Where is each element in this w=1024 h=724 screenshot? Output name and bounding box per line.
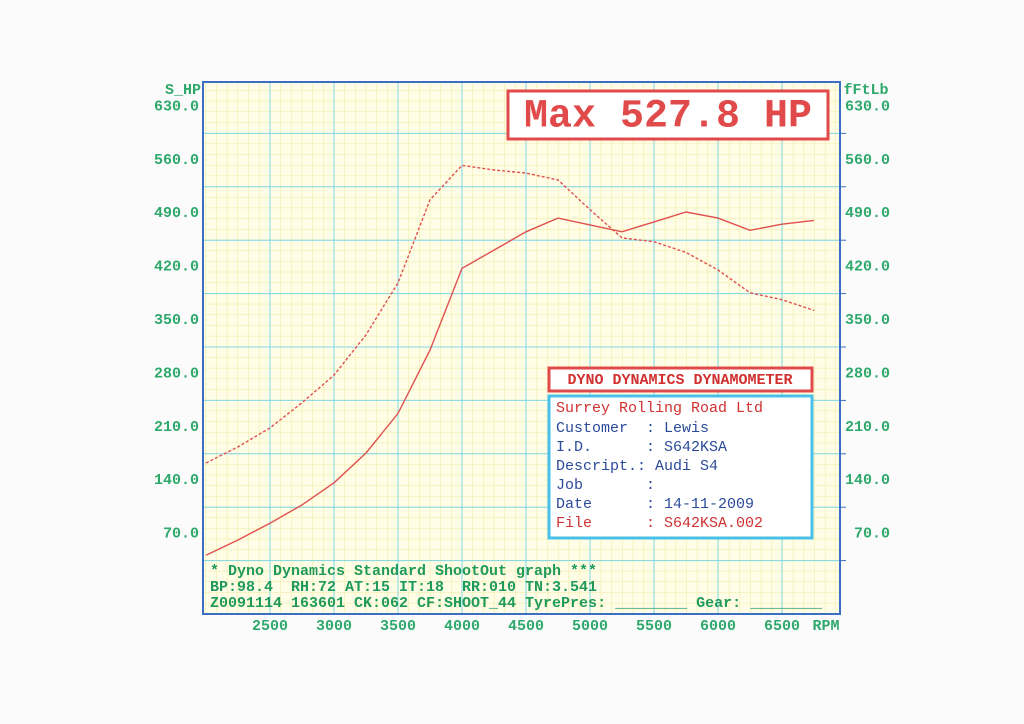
info-row: Customer : Lewis <box>556 420 709 437</box>
y2-tick-label: 70.0 <box>854 526 890 543</box>
curve <box>205 211 815 556</box>
x-tick-label: 3000 <box>316 618 352 635</box>
y2-tick-label: 210.0 <box>845 419 890 436</box>
footer-line: BP:98.4 RH:72 AT:15 IT:18 RR:010 TN:3.54… <box>210 579 597 596</box>
y2-tick-label: 560.0 <box>845 152 890 169</box>
x-tick-label: 5000 <box>572 618 608 635</box>
curve <box>205 164 815 464</box>
x-tick-label: 6000 <box>700 618 736 635</box>
y2-tick-label: 420.0 <box>845 259 890 276</box>
info-row: Date : 14-11-2009 <box>556 496 754 513</box>
y-tick-label: 630.0 <box>154 98 199 115</box>
x-tick-label: 3500 <box>380 618 416 635</box>
info-row: Descript.: Audi S4 <box>556 458 718 475</box>
y-tick-label: 560.0 <box>154 152 199 169</box>
y-tick-label: 350.0 <box>154 312 199 329</box>
y2-tick-label: 280.0 <box>845 365 890 382</box>
y2-tick-label: 350.0 <box>845 312 890 329</box>
info-row: I.D. : S642KSA <box>556 439 727 456</box>
max-annotation: Max 527.8 HP <box>524 95 812 140</box>
y-tick-label: 490.0 <box>154 205 199 222</box>
plot-frame <box>202 81 841 615</box>
x-tick-label: 2500 <box>252 618 288 635</box>
footer-line: * Dyno Dynamics Standard ShootOut graph … <box>210 563 597 580</box>
footer-line: Z0091114 163601 CK:062 CF:SHOOT_44 TyreP… <box>210 595 823 612</box>
y2-tick-label: 490.0 <box>845 205 890 222</box>
info-heading: DYNO DYNAMICS DYNAMOMETER <box>567 372 792 389</box>
info-heading-box <box>547 366 814 393</box>
y-tick-label: 280.0 <box>154 365 199 382</box>
info-company: Surrey Rolling Road Ltd <box>556 400 763 417</box>
info-file: File : S642KSA.002 <box>556 515 763 532</box>
x-axis-label: RPM <box>812 618 839 635</box>
y-tick-label: 140.0 <box>154 472 199 489</box>
y2-axis-label: fFtLb <box>843 82 888 99</box>
x-tick-label: 5500 <box>636 618 672 635</box>
y2-tick-label: 140.0 <box>845 472 890 489</box>
y-tick-label: 420.0 <box>154 259 199 276</box>
x-tick-label: 6500 <box>764 618 800 635</box>
x-tick-label: 4000 <box>444 618 480 635</box>
y-tick-label: 70.0 <box>163 526 199 543</box>
x-tick-label: 4500 <box>508 618 544 635</box>
y2-tick-label: 630.0 <box>845 98 890 115</box>
y-axis-label: S_HP <box>165 82 201 99</box>
max-box <box>506 89 830 141</box>
info-box <box>547 394 814 540</box>
info-row: Job : <box>556 477 655 494</box>
y-tick-label: 210.0 <box>154 419 199 436</box>
